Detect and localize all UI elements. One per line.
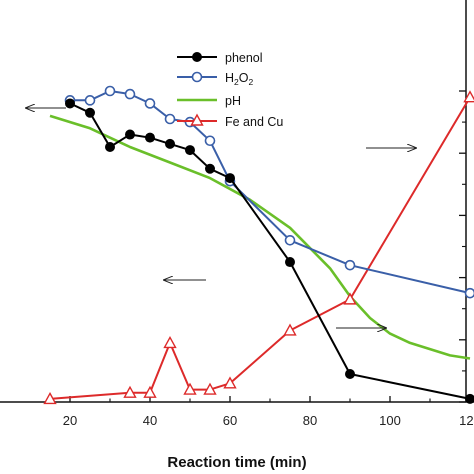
data-point-phenol (185, 145, 195, 156)
series-ph (49, 114, 471, 360)
legend-marker-fe-cu (190, 113, 204, 126)
legend-marker-h2o2 (191, 71, 203, 83)
series-line-ph (49, 114, 471, 360)
legend-item-h2o2: H2O2 (177, 71, 254, 87)
x-tick-label-80: 80 (303, 413, 317, 428)
data-point-h2o2 (204, 135, 216, 147)
data-point-h2o2 (144, 98, 156, 109)
data-point-h2o2 (344, 259, 356, 271)
data-point-phenol (145, 132, 155, 143)
legend-label-fe-cu: Fe and Cu (225, 115, 283, 129)
data-point-phenol (465, 393, 474, 404)
data-point-fe-and-cu (203, 382, 217, 395)
data-point-fe-and-cu (343, 292, 357, 305)
x-tick-label-60: 60 (223, 413, 237, 428)
data-point-h2o2 (284, 234, 296, 246)
x-tick-label-100: 100 (379, 413, 401, 428)
data-point-phenol (165, 138, 175, 149)
data-point-phenol (85, 107, 95, 118)
data-point-fe-and-cu (183, 382, 197, 395)
series-line-fe-and-cu (49, 96, 471, 400)
data-point-fe-and-cu (143, 385, 157, 398)
data-point-phenol (125, 129, 135, 140)
data-point-phenol (345, 369, 355, 380)
data-point-h2o2 (464, 287, 474, 299)
data-point-fe-and-cu (43, 391, 57, 405)
x-tick-label-120: 120 (459, 413, 474, 428)
annotation-arrows (26, 108, 416, 328)
series-fe-and-cu (43, 90, 474, 405)
legend-label-phenol: phenol (225, 51, 263, 65)
data-point-h2o2 (124, 88, 136, 100)
series-layer (43, 85, 474, 405)
legend-label-h2o2: H2O2 (225, 71, 254, 87)
data-point-phenol (205, 163, 215, 174)
data-point-fe-and-cu (123, 385, 137, 398)
series-phenol (65, 98, 474, 404)
data-point-phenol (285, 257, 295, 268)
legend-label-ph: pH (225, 94, 241, 108)
data-point-phenol (225, 173, 235, 184)
data-point-phenol (105, 141, 115, 152)
plot-frame (0, 0, 474, 403)
x-axis-title: Reaction time (min) (167, 454, 306, 471)
x-tick-label-40: 40 (143, 413, 157, 428)
series-line-phenol (69, 102, 471, 400)
x-tick-label-20: 20 (63, 413, 77, 428)
legend-marker-phenol (192, 52, 202, 62)
legend-item-fe-cu: Fe and Cu (177, 113, 283, 129)
ticks-layer: 20406080100120140 (63, 90, 474, 428)
data-point-h2o2 (104, 85, 116, 97)
data-point-fe-and-cu (163, 335, 177, 349)
data-point-fe-and-cu (223, 376, 237, 389)
data-point-fe-and-cu (463, 90, 474, 103)
legend: phenol H2O2 pH Fe and Cu (177, 51, 283, 129)
data-point-h2o2 (164, 113, 176, 125)
data-point-phenol (65, 98, 75, 109)
legend-item-ph: pH (177, 94, 241, 108)
data-point-fe-and-cu (283, 323, 297, 336)
data-point-h2o2 (84, 95, 96, 106)
legend-item-phenol: phenol (177, 51, 263, 65)
